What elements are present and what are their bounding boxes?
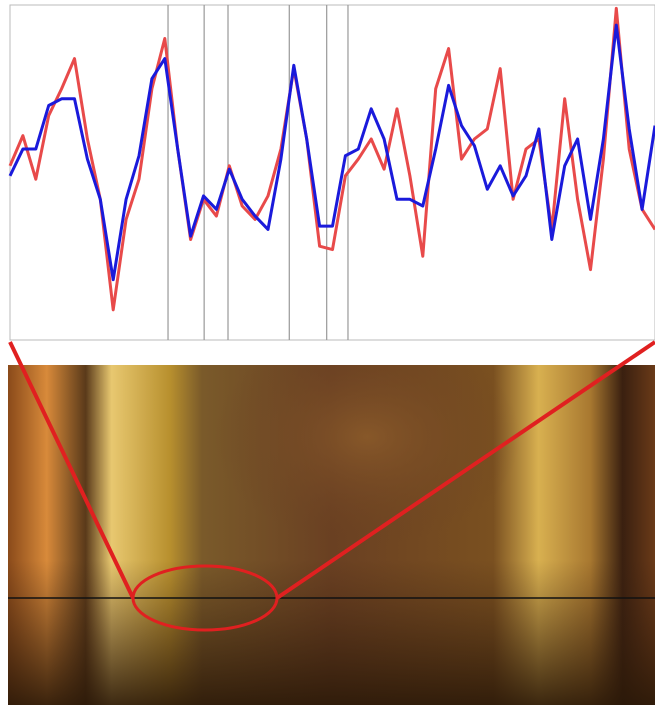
- figure: [0, 0, 655, 705]
- photo: [8, 342, 655, 705]
